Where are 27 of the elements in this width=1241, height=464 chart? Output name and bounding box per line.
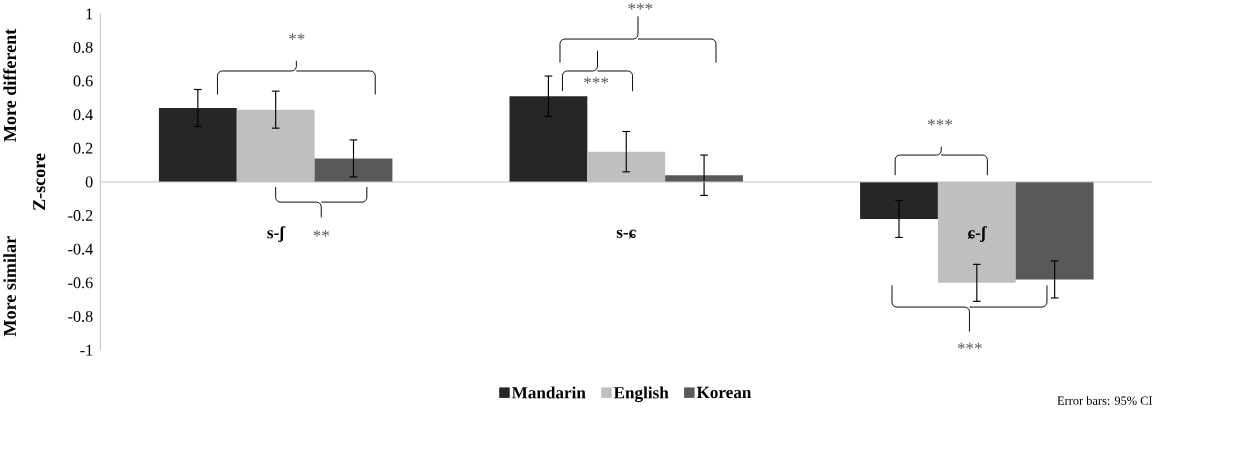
text: *** <box>628 2 653 10</box>
legend-label: Korean <box>696 386 752 398</box>
y-tick-label: 0.8 <box>73 41 93 53</box>
text: More similar <box>3 236 16 336</box>
x-tick-label: ɕ-ʃ <box>968 226 987 242</box>
y-axis-title: Z-score <box>33 153 46 210</box>
y-tick-label: -0.2 <box>68 209 93 221</box>
x-tick-label: s-ɕ <box>616 229 636 239</box>
text: Error bars: 95% CI <box>1057 395 1153 405</box>
y-tick-label: -0.4 <box>68 243 93 255</box>
annotation: *** <box>957 342 982 349</box>
y-tick-label: 0.6 <box>73 75 93 87</box>
y-tick-label: 1 <box>86 8 93 19</box>
y-tick-label: -1 <box>80 344 93 356</box>
legend-label: English <box>613 386 669 402</box>
y-tick-label: 0 <box>85 176 93 188</box>
text: More different <box>3 28 17 142</box>
y-tick-label: -0.8 <box>68 310 93 322</box>
annotation: *** <box>584 76 609 84</box>
y-tick-label: 0.4 <box>73 109 93 120</box>
y-tick-label: 0.2 <box>73 142 93 154</box>
y-tick-label: -0.6 <box>68 277 93 289</box>
x-tick-label: s-ʃ <box>267 226 286 242</box>
annotation: *** <box>928 118 953 126</box>
legend-label: Mandarin <box>511 386 586 399</box>
annotation: ** <box>313 229 329 237</box>
annotation: ** <box>288 33 305 40</box>
